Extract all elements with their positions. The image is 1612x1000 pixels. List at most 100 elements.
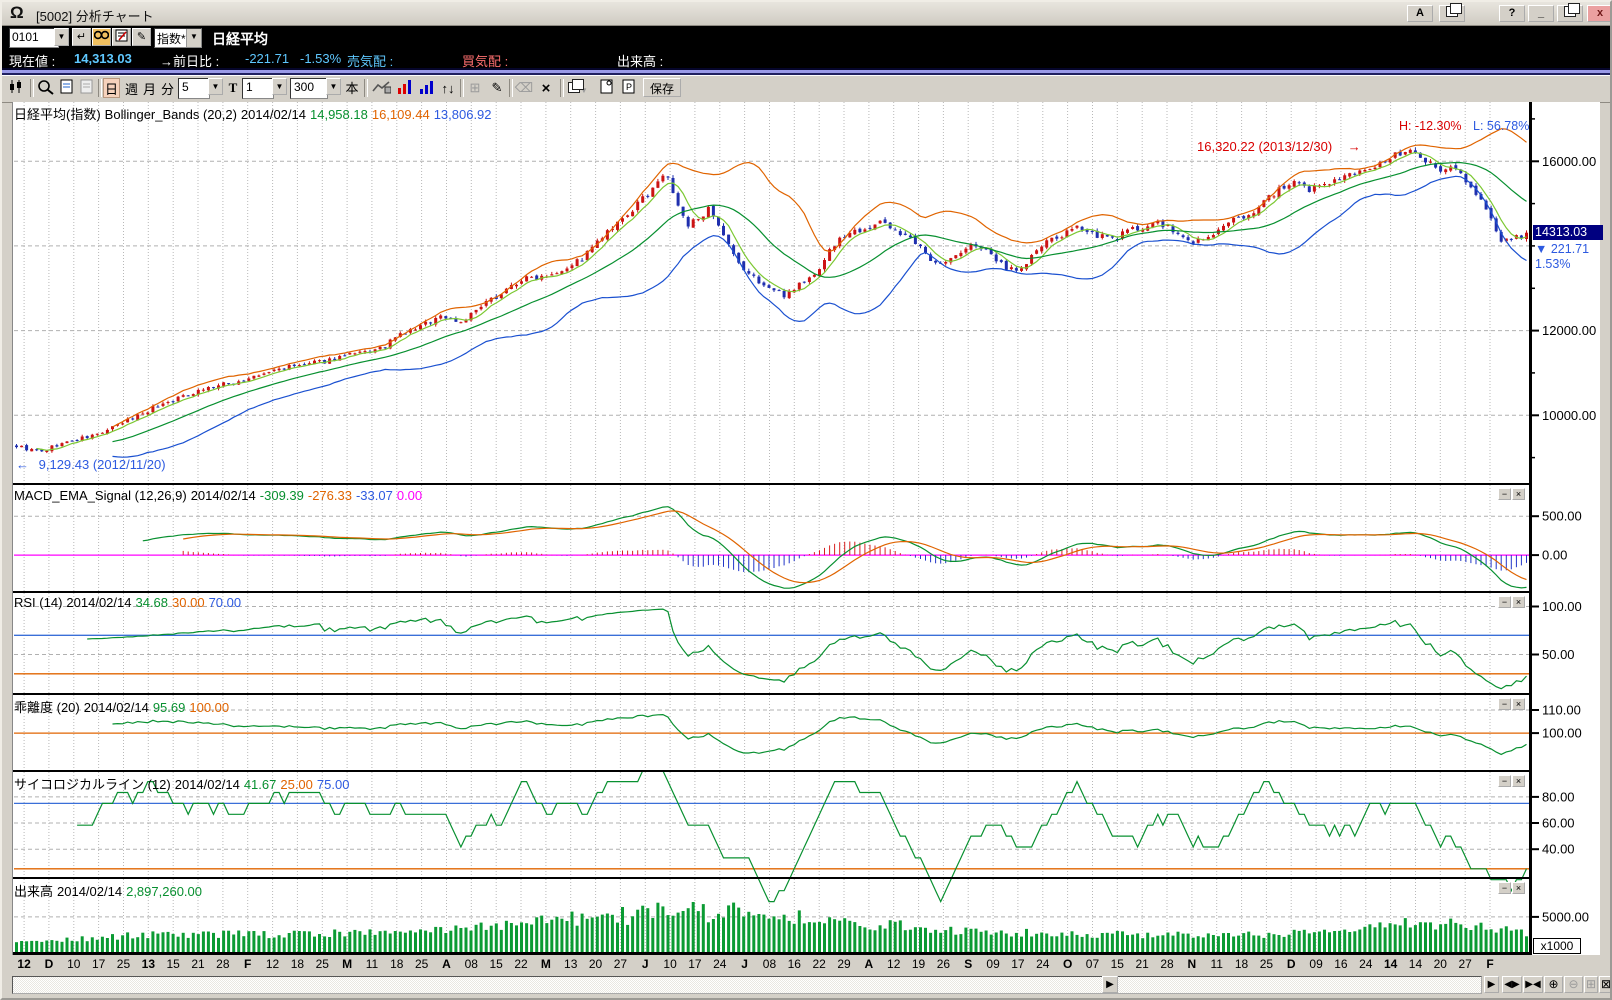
rsi-panel-close-button[interactable]: × [1512, 596, 1525, 608]
y-axis-label: 110.00 [1542, 703, 1581, 718]
bb-upper-value: 16,109.44 [371, 107, 430, 122]
chart-canvas[interactable]: 16000.00 12000.00 10000.00 500.00 0.00 100.00… [2, 102, 1612, 955]
bar-count-dropdown[interactable]: ▼ [326, 78, 341, 95]
draw-off-button[interactable]: ✎ [132, 28, 151, 46]
unit-label: 本 [345, 81, 359, 96]
tick-button[interactable]: T [226, 78, 240, 98]
y-axis-label: 500.00 [1542, 509, 1582, 524]
scroll-right-button[interactable]: ▶ [1484, 976, 1499, 993]
psych-header: サイコロジカルライン (12) 2014/02/14 41.67 25.00 75.00 [14, 774, 353, 793]
quote-detail-bar: 現在値 : 14,313.03 →前日比 : -221.71 -1.53% 売気… [2, 48, 1610, 69]
left-arrow-icon: ← [16, 457, 29, 472]
num-select[interactable]: 1 [242, 78, 274, 99]
kairi-date: 2014/02/14 [83, 700, 149, 715]
macd-panel-minimize-button[interactable]: − [1498, 488, 1511, 500]
zoom-in-bars-button[interactable]: ▶◀ [1523, 976, 1543, 993]
x-axis-label: 14 [1383, 957, 1398, 971]
y-axis-label: 40.00 [1542, 842, 1575, 857]
grid-layout-button[interactable]: ⊞ [465, 78, 485, 98]
x-axis-label: 27 [613, 957, 628, 971]
svg-text:P: P [626, 82, 632, 92]
sort-updown-button[interactable]: ↑↓ [438, 78, 458, 98]
close-view-button[interactable]: ⊠ [1599, 976, 1612, 993]
zoom-out-bars-button[interactable]: ◀▶ [1502, 976, 1522, 993]
period-month-button[interactable]: 月 [141, 78, 158, 98]
kairi-panel-close-button[interactable]: × [1512, 698, 1525, 710]
bar-count-select[interactable]: 300 [290, 78, 328, 99]
rsi-value: 34.68 [135, 595, 169, 610]
x-axis-label: 22 [514, 957, 528, 971]
x-axis-label: F [244, 957, 252, 971]
duplicate-window-button[interactable] [1439, 3, 1465, 22]
x-axis-label: D [44, 957, 54, 971]
macd-panel-close-button[interactable]: × [1512, 488, 1525, 500]
minimize-button[interactable]: _ [1528, 5, 1554, 22]
psych-panel-minimize-button[interactable]: − [1498, 775, 1511, 787]
period-week-button[interactable]: 週 [123, 78, 140, 98]
toolbar-separator [364, 79, 368, 97]
dropdown-arrow-icon: ▼ [186, 29, 201, 47]
load-page-button[interactable] [596, 78, 616, 98]
bar-chart-red-button[interactable] [394, 78, 414, 98]
save-page-button[interactable]: P [618, 78, 638, 98]
save-dropdown-button[interactable]: ▼ [566, 78, 590, 98]
candlestick-chart-button[interactable] [6, 78, 26, 98]
help-button[interactable]: ? [1499, 5, 1525, 22]
volume-value: 2,897,260.00 [126, 884, 202, 899]
symbol-code-input[interactable]: 0101 [9, 28, 59, 48]
x-axis-label: 28 [216, 957, 230, 971]
zoom-in-button[interactable]: ⊕ [1544, 976, 1563, 993]
eraser-button[interactable]: ⌫ [514, 78, 534, 98]
zoom-chart-button[interactable] [35, 78, 55, 98]
period-minute-button[interactable]: 分 [159, 78, 176, 98]
bar-chart-blue-button[interactable] [416, 78, 436, 98]
enter-button[interactable]: ↵ [72, 28, 91, 46]
grid-view-button[interactable]: ⊞ [1584, 976, 1598, 993]
macd-name: MACD_EMA_Signal (12,26,9) [14, 488, 187, 503]
draw-pencil-button[interactable]: ✎ [487, 78, 507, 98]
horizontal-scrollbar[interactable] [12, 976, 1482, 994]
interval-select[interactable]: 5 [178, 78, 210, 99]
interval-dropdown[interactable]: ▼ [208, 78, 223, 95]
peak-annotation: 16,320.22 (2013/12/30) → [1197, 139, 1361, 154]
vol-panel-minimize-button[interactable]: − [1498, 882, 1511, 894]
clear-drawings-button[interactable]: × [536, 78, 556, 98]
copy-page-button[interactable] [76, 78, 96, 98]
rsi-panel-minimize-button[interactable]: − [1498, 596, 1511, 608]
main-symbol: 日経平均(指数) [14, 107, 101, 122]
psych-panel-close-button[interactable]: × [1512, 775, 1525, 787]
x-axis-label: A [864, 957, 874, 971]
x-axis-label: 26 [936, 957, 951, 971]
save-button[interactable]: 保存 [643, 78, 682, 97]
search-binoculars-button[interactable] [92, 28, 111, 46]
x-axis-label: 25 [116, 957, 131, 971]
scroll-thumb-button[interactable]: ▶ [1102, 976, 1118, 993]
macd-value: -309.39 [259, 488, 304, 503]
kairi-value: 95.69 [152, 700, 186, 715]
symbol-dropdown-button[interactable]: ▼ [54, 28, 69, 46]
x-axis-label: 24 [1036, 957, 1050, 971]
font-button[interactable]: A [1407, 5, 1433, 22]
chart-toolbar: 日 週 月 分 5 ▼ T 1 ▼ 300 ▼ 本 ↑↓ ⊞ ✎ ⌫ × ▼ P… [2, 75, 1610, 103]
x-axis-label: 09 [1309, 957, 1323, 971]
y-axis-label: 50.00 [1542, 647, 1575, 662]
num-dropdown[interactable]: ▼ [272, 78, 287, 95]
change-value: -221.71 [245, 51, 290, 66]
vol-panel-close-button[interactable]: × [1512, 882, 1525, 894]
period-day-button[interactable]: 日 [103, 78, 120, 98]
line-chart-button[interactable] [370, 78, 392, 98]
volume-label: 出来高 : [617, 54, 664, 69]
main-indicator: Bollinger_Bands (20,2) [104, 107, 237, 122]
new-page-button[interactable] [56, 78, 76, 98]
volume-header: 出来高 2014/02/14 2,897,260.00 [14, 881, 206, 900]
edit-memo-button[interactable] [112, 28, 131, 46]
y-axis-label: 80.00 [1542, 789, 1575, 804]
restore-button[interactable] [1557, 3, 1583, 22]
close-button[interactable]: x [1587, 5, 1610, 22]
zoom-out-button[interactable]: ⊖ [1564, 976, 1583, 993]
kairi-panel-minimize-button[interactable]: − [1498, 698, 1511, 710]
x-axis-label: 16 [1334, 957, 1348, 971]
current-price-value: 14,313.03 [74, 51, 132, 66]
x-axis-label: 18 [390, 957, 404, 971]
category-select[interactable]: 指数* ▼ [154, 28, 202, 48]
